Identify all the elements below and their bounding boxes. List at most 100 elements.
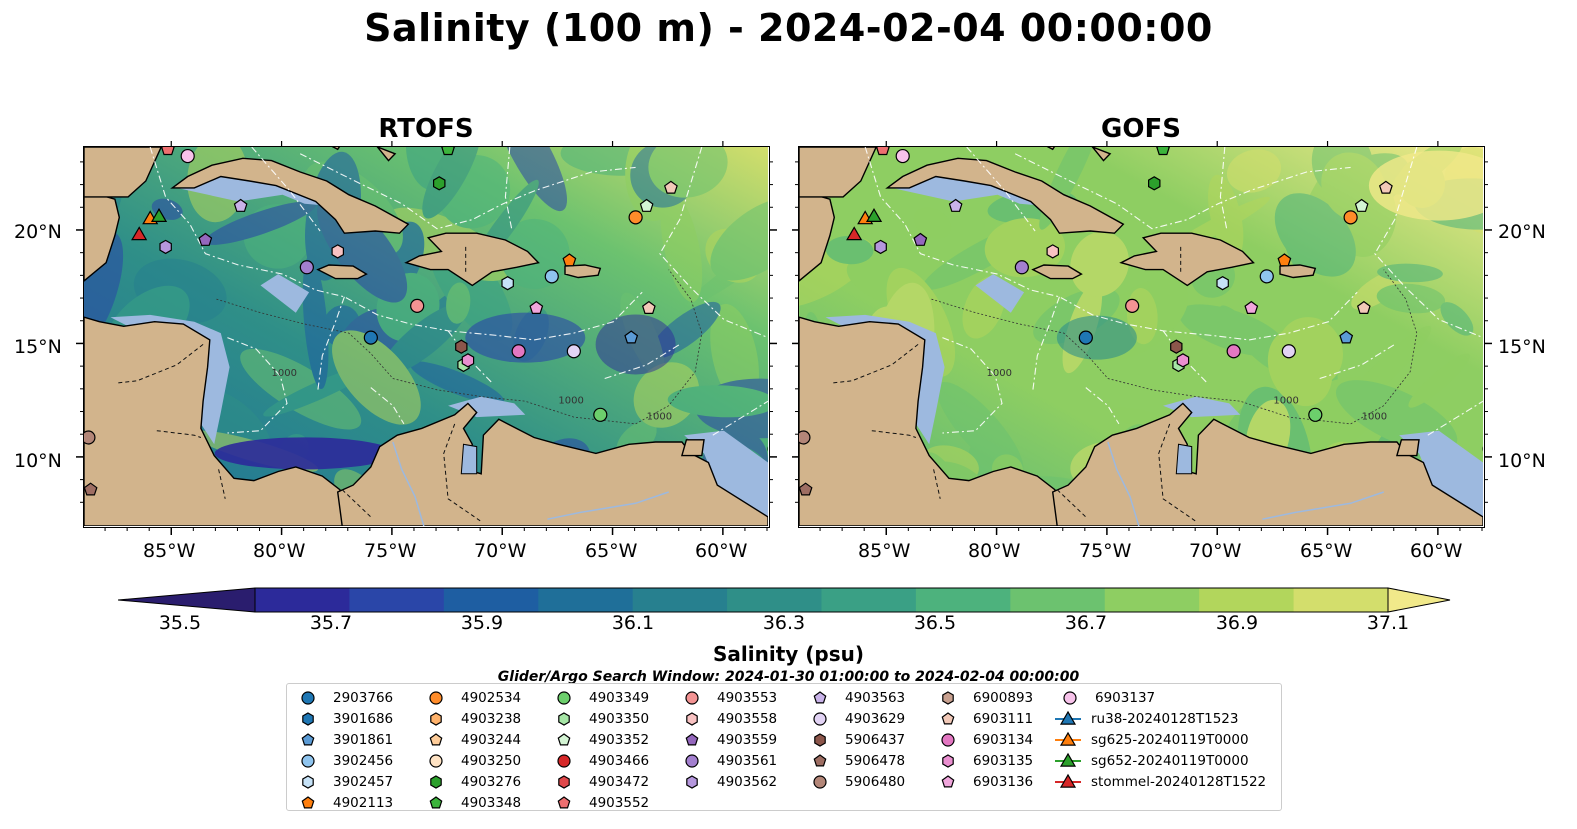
map-marker-4903352[interactable]	[639, 198, 654, 212]
legend-marker-pentagon	[813, 753, 827, 766]
colorbar-tick-35-7: 35.7	[309, 612, 353, 634]
legend-item-sg625-20240119T0000: sg625-20240119T0000	[1053, 729, 1266, 750]
map-marker-6903136[interactable]	[1244, 300, 1259, 314]
map-marker-3902456[interactable]	[1259, 269, 1274, 284]
map-marker-6903134[interactable]	[511, 344, 526, 359]
legend-item-4903563: 4903563	[803, 687, 905, 708]
map-marker-4903629[interactable]	[566, 344, 581, 359]
map-marker-6903111[interactable]	[663, 180, 678, 194]
map-marker-4903552[interactable]	[875, 147, 890, 156]
map-gofs[interactable]: 1000 1000 1000	[798, 146, 1485, 528]
map-marker-4903553[interactable]	[1125, 298, 1140, 313]
legend-marker-circle	[429, 690, 443, 705]
colorbar-tick-35-9: 35.9	[460, 612, 504, 634]
map-marker-4903561[interactable]	[299, 260, 314, 275]
map-marker-6903111[interactable]	[1356, 300, 1371, 314]
map-marker-6903137[interactable]	[895, 148, 910, 164]
map-marker-stommel-20240128T1522[interactable]	[131, 226, 148, 241]
map-marker-4903276[interactable]	[1148, 176, 1161, 191]
legend-marker-pentagon	[557, 795, 571, 808]
legend-item-4903562: 4903562	[675, 771, 777, 792]
map-marker-4902113[interactable]	[1277, 253, 1292, 267]
map-marker-4903348[interactable]	[1156, 147, 1170, 156]
legend-label: 3902457	[333, 773, 394, 790]
legend-label: 6903136	[973, 773, 1034, 790]
svg-text:1000: 1000	[987, 368, 1012, 379]
legend-item-3902456: 3902456	[291, 750, 393, 771]
map-marker-4903629[interactable]	[1281, 344, 1296, 359]
map-marker-5906480[interactable]	[799, 430, 811, 445]
map-marker-4903562[interactable]	[874, 239, 887, 255]
lat-label-right-20: 20°N	[1498, 221, 1546, 243]
legend-marker-circle	[685, 690, 699, 705]
map-marker-4903276[interactable]	[433, 176, 446, 191]
legend-marker-hexagon	[302, 774, 314, 789]
lon-label-rtofs-70: 70°W	[474, 540, 527, 562]
legend-label: 4903352	[589, 731, 650, 748]
map-marker-5906437[interactable]	[455, 339, 468, 354]
legend-item-4903348: 4903348	[419, 792, 521, 813]
map-marker-2903766[interactable]	[1078, 330, 1093, 345]
legend-marker-hexagon	[686, 774, 698, 789]
map-marker-sg652-20240119T0000[interactable]	[150, 208, 168, 223]
colorbar-graphic	[117, 587, 1451, 613]
legend-label: 4903559	[717, 731, 778, 748]
legend-marker-hexagon	[302, 711, 314, 726]
map-marker-4903561[interactable]	[1014, 260, 1029, 275]
legend-marker-pentagon	[301, 732, 315, 745]
map-marker-4903348[interactable]	[441, 147, 455, 156]
lat-label-right-15: 15°N	[1498, 336, 1546, 358]
map-marker-5906437[interactable]	[1170, 339, 1183, 354]
map-marker-2903766[interactable]	[363, 330, 378, 345]
map-marker-5906480[interactable]	[84, 430, 96, 445]
map-marker-4902534[interactable]	[628, 210, 643, 225]
map-marker-sg652-20240119T0000[interactable]	[865, 208, 883, 223]
map-marker-6903135[interactable]	[461, 353, 475, 368]
map-marker-3902457[interactable]	[501, 276, 514, 291]
map-rtofs[interactable]: 1000 1000 1000	[83, 146, 770, 528]
legend-label: 6903111	[973, 710, 1034, 727]
map-marker-6903134[interactable]	[1226, 344, 1241, 359]
map-marker-6903135[interactable]	[1176, 353, 1190, 368]
map-marker-4903563[interactable]	[948, 198, 963, 212]
map-marker-3902457[interactable]	[1216, 276, 1229, 291]
map-marker-4903349[interactable]	[593, 407, 608, 422]
legend-label: 4903472	[589, 773, 650, 790]
map-marker-4903558[interactable]	[331, 244, 344, 259]
map-marker-3902456[interactable]	[544, 269, 559, 284]
map-marker-4903563[interactable]	[233, 198, 248, 212]
map-marker-6903111[interactable]	[641, 300, 656, 314]
map-marker-4902113[interactable]	[562, 253, 577, 267]
map-marker-4903352[interactable]	[1354, 198, 1369, 212]
map-marker-4903559[interactable]	[913, 232, 928, 246]
legend-marker-circle	[557, 753, 571, 768]
map-marker-5906478[interactable]	[799, 482, 813, 496]
legend-marker-hexagon	[558, 711, 570, 726]
map-marker-4903552[interactable]	[160, 147, 175, 156]
map-marker-6903136[interactable]	[529, 300, 544, 314]
legend-label: 3902456	[333, 752, 394, 769]
map-marker-3901861[interactable]	[624, 330, 639, 344]
map-marker-4902534[interactable]	[1343, 210, 1358, 225]
legend-label: stommel-20240128T1522	[1091, 773, 1267, 790]
lon-label-gofs-70: 70°W	[1189, 540, 1242, 562]
map-marker-4903558[interactable]	[1046, 244, 1059, 259]
map-marker-4903349[interactable]	[1308, 407, 1323, 422]
colorbar-tick-35-5: 35.5	[158, 612, 202, 634]
map-marker-6903111[interactable]	[1378, 180, 1393, 194]
legend-marker-pentagon	[685, 732, 699, 745]
map-marker-4903553[interactable]	[410, 298, 425, 313]
legend-label: 4903244	[461, 731, 522, 748]
legend-label: 6900893	[973, 689, 1034, 706]
legend-marker-hexagon	[558, 774, 570, 789]
map-marker-3901861[interactable]	[1339, 330, 1354, 344]
map-marker-5906478[interactable]	[84, 482, 98, 496]
map-marker-stommel-20240128T1522[interactable]	[846, 226, 863, 241]
colorbar-tick-36-7: 36.7	[1064, 612, 1108, 634]
legend-marker-circle	[429, 753, 443, 768]
legend-item-sg652-20240119T0000: sg652-20240119T0000	[1053, 750, 1266, 771]
map-marker-4903559[interactable]	[198, 232, 213, 246]
legend-marker-triangle-line	[1055, 710, 1081, 725]
map-marker-6903137[interactable]	[180, 148, 195, 164]
map-marker-4903562[interactable]	[159, 239, 172, 255]
